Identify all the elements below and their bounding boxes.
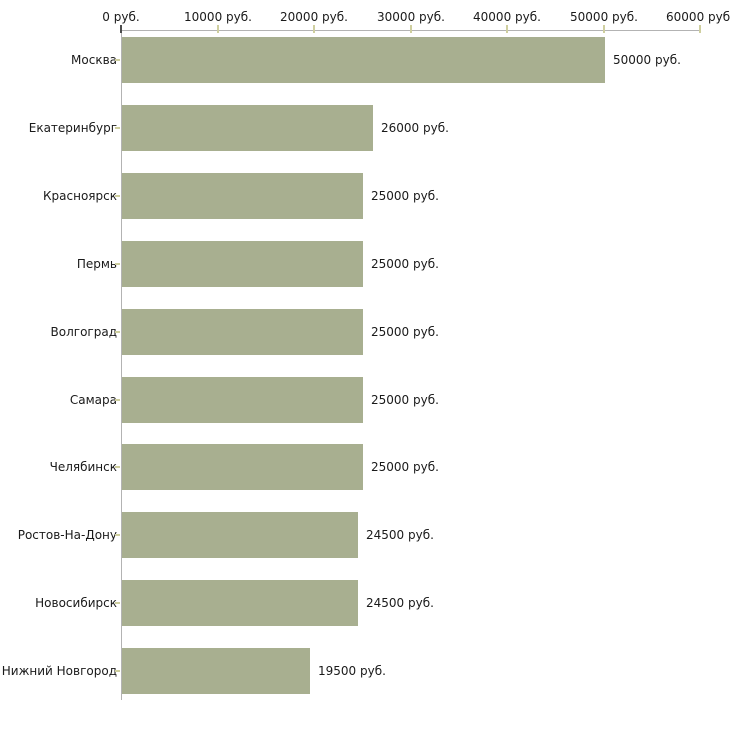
value-label: 50000 руб. [613,53,681,67]
bar [122,648,310,694]
x-tick-mark [313,25,315,33]
y-axis-line [121,30,122,700]
y-tick-mark [115,602,120,604]
value-label: 25000 руб. [371,189,439,203]
bar [122,580,358,626]
y-tick-mark [115,466,120,468]
y-tick-mark [115,263,120,265]
x-tick-mark [699,25,701,33]
value-label: 19500 руб. [318,664,386,678]
bar [122,241,363,287]
value-label: 26000 руб. [381,121,449,135]
y-tick-mark [115,399,120,401]
x-tick-label: 10000 руб. [184,10,252,24]
category-label: Волгоград [50,325,117,339]
value-label: 24500 руб. [366,596,434,610]
x-tick-mark [410,25,412,33]
x-tick-label: 60000 руб. [666,10,730,24]
bar [122,37,605,83]
bar [122,512,358,558]
x-tick-label: 30000 руб. [377,10,445,24]
y-tick-mark [115,127,120,129]
category-label: Москва [71,53,117,67]
y-tick-mark [115,59,120,61]
value-label: 25000 руб. [371,393,439,407]
y-tick-mark [115,670,120,672]
category-label: Пермь [76,257,117,271]
bar [122,105,373,151]
x-tick-label: 40000 руб. [473,10,541,24]
value-label: 25000 руб. [371,257,439,271]
value-label: 25000 руб. [371,325,439,339]
x-tick-label: 20000 руб. [280,10,348,24]
bar [122,377,363,423]
category-label: Нижний Новгород [1,664,117,678]
bar [122,309,363,355]
x-tick-label: 0 руб. [102,10,140,24]
x-tick-mark [217,25,219,33]
bar [122,173,363,219]
category-label: Новосибирск [35,596,117,610]
x-tick-label: 50000 руб. [570,10,638,24]
value-label: 25000 руб. [371,460,439,474]
category-label: Екатеринбург [28,121,117,135]
x-tick-mark [506,25,508,33]
bar [122,444,363,490]
category-label: Самара [69,393,117,407]
category-label: Ростов-На-Дону [17,528,117,542]
category-label: Красноярск [43,189,117,203]
x-tick-mark [603,25,605,33]
y-tick-mark [115,534,120,536]
y-tick-mark [115,195,120,197]
y-tick-mark [115,331,120,333]
category-label: Челябинск [49,460,117,474]
value-label: 24500 руб. [366,528,434,542]
x-tick-mark [120,25,122,33]
